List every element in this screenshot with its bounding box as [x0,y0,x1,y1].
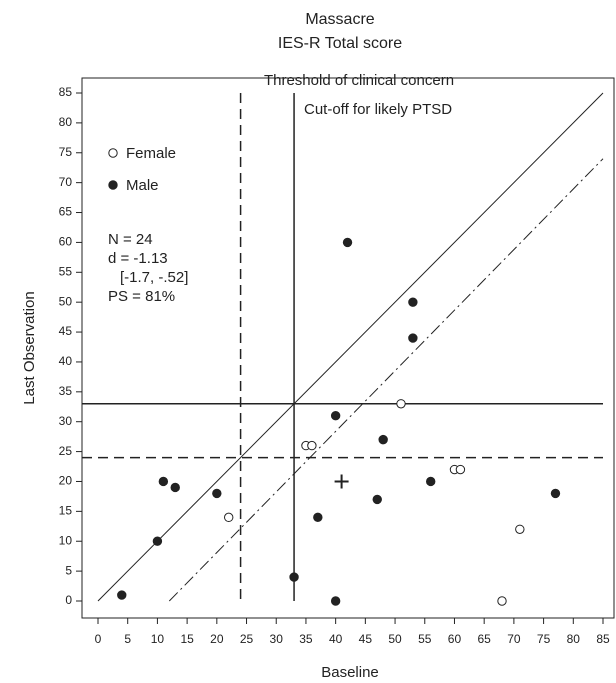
threshold-label: Threshold of clinical concern [264,72,454,89]
x-tick-label: 35 [299,632,313,646]
y-tick-label: 45 [59,324,73,338]
point [378,434,388,445]
identity-line [97,92,604,602]
x-axis-label: Baseline [321,664,379,681]
point [224,512,234,523]
x-tick-label: 10 [151,632,165,646]
chart-title: Massacre [305,11,374,28]
y-tick-label: 25 [59,444,73,458]
point [426,476,436,487]
x-tick-label: 55 [418,632,432,646]
y-tick-label: 55 [59,264,73,278]
x-tick-label: 15 [180,632,194,646]
point [408,297,418,307]
y-tick-label: 65 [59,205,73,219]
y-tick-label: 10 [59,533,73,547]
point [313,512,323,523]
reference-line [168,158,604,602]
x-tick-label: 45 [359,632,373,646]
mean-marker [334,474,349,489]
y-tick-label: 60 [59,235,73,249]
x-tick-label: 85 [596,632,610,646]
x-tick-label: 80 [567,632,581,646]
point [170,482,180,493]
y-tick-label: 75 [59,145,73,159]
legend-label: Female [126,145,176,162]
threshold-label: Cut-off for likely PTSD [304,101,452,118]
stat-text: PS = 81% [108,288,175,305]
point [515,524,525,534]
point [307,440,317,451]
x-tick-label: 5 [124,632,131,646]
y-tick-label: 0 [65,593,72,607]
point [455,464,466,475]
point [408,333,418,343]
point [330,411,341,421]
x-tick-label: 25 [240,632,254,646]
y-tick-label: 35 [59,384,73,398]
x-tick-label: 65 [477,632,491,646]
point [372,494,382,505]
y-axis-label: Last Observation [21,291,38,404]
x-tick-label: 75 [537,632,551,646]
chart-subtitle: IES-R Total score [278,35,402,52]
point [117,590,127,600]
point [158,476,169,487]
stat-text: N = 24 [108,231,153,248]
point [289,572,299,582]
point [152,536,163,546]
y-tick-label: 5 [65,563,72,577]
stat-text: [-1.7, -.52] [120,269,188,286]
point [330,596,341,606]
x-tick-label: 40 [329,632,343,646]
x-tick-label: 50 [388,632,402,646]
legend-label: Male [126,177,159,194]
point [497,596,507,606]
legend-marker [108,148,118,158]
y-tick-label: 85 [59,85,73,99]
y-tick-label: 80 [59,115,73,129]
point [212,488,222,499]
x-tick-label: 0 [95,632,102,646]
x-tick-label: 20 [210,632,224,646]
y-tick-label: 40 [59,354,73,368]
stat-text: d = -1.13 [108,250,168,267]
x-tick-label: 30 [270,632,284,646]
point [342,237,353,248]
y-tick-label: 20 [59,474,73,488]
point [550,488,561,499]
plot-frame [81,77,615,619]
point [396,399,406,409]
x-tick-label: 60 [448,632,462,646]
y-tick-label: 30 [59,414,73,428]
y-tick-label: 50 [59,294,73,308]
y-tick-label: 15 [59,504,73,518]
x-tick-label: 70 [507,632,521,646]
y-tick-label: 70 [59,175,73,189]
legend-marker [108,180,118,190]
